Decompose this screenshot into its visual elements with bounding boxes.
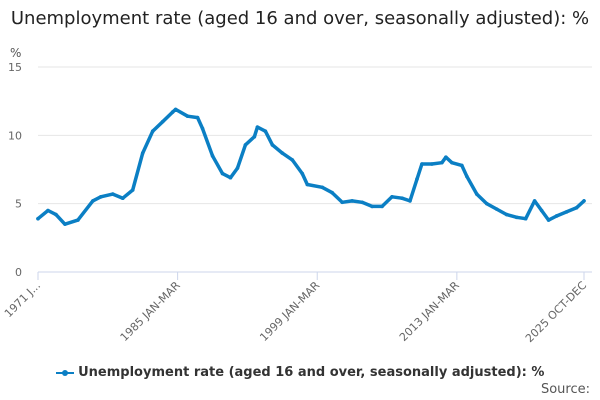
data-point [140,151,145,155]
data-point [170,110,175,114]
data-point [504,212,509,217]
data-point [440,160,444,165]
legend[interactable]: Unemployment rate (aged 16 and over, sea… [0,365,600,380]
data-point [408,199,412,203]
data-point [150,129,155,134]
data-point [554,214,559,218]
x-tick-label: 1985 JAN-MAR [118,279,183,344]
data-point [330,190,334,195]
y-tick-label: 5 [15,198,22,211]
data-point [582,199,586,203]
data-point [420,162,424,166]
data-point [474,192,479,196]
data-point [494,207,499,211]
data-point [305,182,310,187]
data-point [99,195,103,199]
data-point [210,154,215,158]
data-point [243,143,248,147]
data-point [235,166,240,170]
data-point [514,215,519,220]
data-point [195,115,200,120]
data-point [574,205,579,210]
data-point [380,204,384,209]
data-point [160,119,165,124]
data-point [539,208,544,213]
y-tick-label: 10 [8,129,22,142]
y-tick-label: 15 [8,61,22,74]
data-point [173,107,178,112]
data-point [532,199,537,203]
data-point [270,143,275,147]
data-point [400,196,404,200]
data-point [350,199,354,203]
data-point [444,155,448,159]
data-point [46,208,50,213]
data-point [252,134,257,139]
data-point [340,200,344,205]
data-point [110,192,115,196]
data-point [200,126,205,131]
legend-marker-icon [55,369,74,376]
data-point [76,218,80,222]
series-line [36,107,586,226]
data-point [320,185,325,190]
data-point [36,216,40,221]
data-point [280,151,285,155]
data-point [465,174,469,179]
source-label: Source: [540,382,590,397]
data-point [430,162,434,166]
data-point [54,212,58,217]
data-point [450,160,454,165]
chart-title: Unemployment rate (aged 16 and over, sea… [10,8,590,29]
data-point [130,188,135,192]
data-point [185,114,190,118]
x-tick-label: 1999 JAN-MAR [257,279,322,344]
data-point [63,222,67,226]
x-tick-label: 2013 JAN-MAR [397,279,462,344]
data-point [255,125,260,129]
data-point [91,199,95,203]
data-point [484,201,489,206]
data-point [546,218,551,222]
y-tick-label: 0 [15,266,22,279]
data-point [523,216,528,221]
data-point [460,163,464,168]
legend-label: Unemployment rate (aged 16 and over, sea… [78,365,545,380]
data-point [370,204,374,209]
x-tick-label: 2025 OCT-DEC [523,279,589,345]
data-point [120,196,125,200]
data-point [360,200,364,205]
data-point [228,175,233,180]
x-tick-label: 1971 J... [2,279,43,320]
data-point [263,129,268,134]
data-point [390,195,394,199]
data-point [220,171,225,176]
data-point [564,210,569,214]
data-point [290,158,295,162]
data-point [300,171,305,176]
y-axis-label: % [10,46,21,60]
data-point [415,177,419,181]
